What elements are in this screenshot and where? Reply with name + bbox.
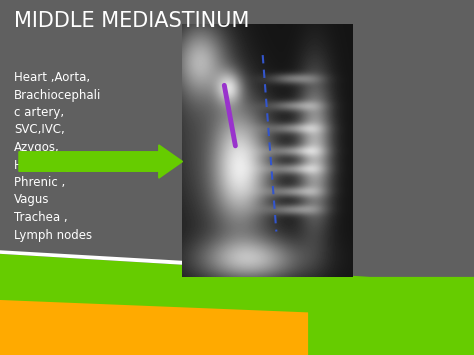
- FancyArrow shape: [19, 145, 182, 178]
- Text: Heart ,Aorta,
Brachiocephali
c artery,
SVC,IVC,
Azygos,
Hemiazygos,
Phrenic ,
Va: Heart ,Aorta, Brachiocephali c artery, S…: [14, 71, 101, 241]
- Polygon shape: [0, 277, 474, 355]
- Polygon shape: [0, 254, 474, 355]
- Text: MIDDLE MEDIASTINUM: MIDDLE MEDIASTINUM: [14, 11, 250, 31]
- Polygon shape: [0, 250, 246, 268]
- Polygon shape: [0, 300, 308, 355]
